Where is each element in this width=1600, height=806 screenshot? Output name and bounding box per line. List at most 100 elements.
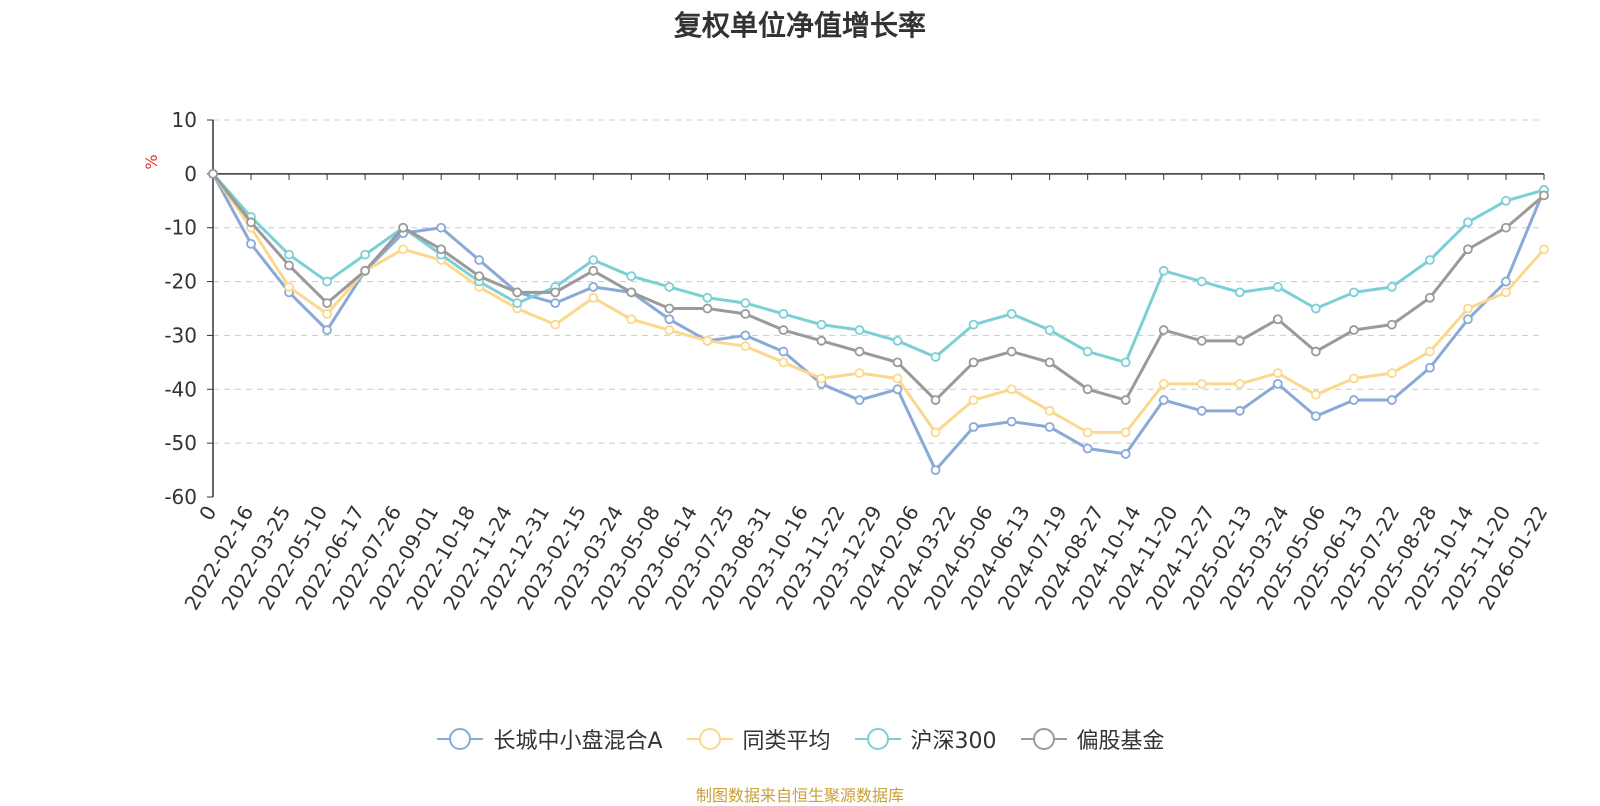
y-tick-label: -40 bbox=[164, 377, 197, 401]
data-point bbox=[1082, 384, 1093, 395]
data-point bbox=[1463, 244, 1473, 255]
data-point bbox=[1386, 282, 1397, 292]
legend-label: 长城中小盘混合A bbox=[493, 729, 663, 754]
series-line-3 bbox=[211, 172, 1545, 402]
y-tick-label: 10 bbox=[172, 108, 197, 132]
data-point bbox=[778, 346, 789, 357]
data-point bbox=[1386, 368, 1397, 379]
data-point bbox=[588, 255, 599, 265]
data-point bbox=[1425, 255, 1435, 265]
data-point bbox=[1272, 378, 1283, 389]
series-line-2 bbox=[211, 172, 1545, 364]
source-note: 制图数据来自恒生聚源数据库 bbox=[695, 786, 904, 805]
data-point bbox=[1386, 319, 1397, 330]
data-point bbox=[892, 357, 903, 368]
data-point bbox=[854, 395, 865, 405]
data-point bbox=[1234, 378, 1245, 389]
data-point bbox=[436, 222, 447, 233]
data-point bbox=[1386, 395, 1397, 405]
legend-item[interactable]: 偏股基金 bbox=[1019, 723, 1165, 755]
data-point bbox=[1120, 357, 1131, 368]
data-point bbox=[1272, 282, 1283, 292]
data-point bbox=[968, 319, 979, 330]
data-point bbox=[1196, 276, 1207, 287]
data-point bbox=[588, 265, 599, 276]
data-point bbox=[1234, 287, 1245, 298]
data-point bbox=[1348, 325, 1359, 335]
data-point bbox=[1120, 449, 1131, 459]
data-point bbox=[1425, 362, 1435, 373]
data-point bbox=[1006, 384, 1017, 395]
data-point bbox=[1425, 346, 1435, 357]
data-point bbox=[1272, 368, 1283, 379]
data-point bbox=[664, 303, 675, 314]
data-point bbox=[322, 308, 332, 319]
data-point bbox=[1234, 405, 1245, 416]
data-point bbox=[1310, 303, 1321, 314]
data-point bbox=[360, 249, 371, 260]
data-point bbox=[284, 249, 294, 260]
data-point bbox=[550, 287, 561, 298]
data-point bbox=[1310, 411, 1321, 422]
data-point bbox=[626, 271, 637, 282]
data-point bbox=[1348, 287, 1359, 298]
data-point bbox=[664, 325, 675, 335]
data-point bbox=[1348, 373, 1359, 384]
data-point bbox=[968, 422, 979, 432]
series-line-0 bbox=[211, 173, 1546, 472]
data-point bbox=[816, 319, 827, 330]
data-point bbox=[398, 244, 409, 255]
data-point bbox=[322, 276, 332, 287]
data-point bbox=[702, 303, 713, 314]
data-point bbox=[1006, 308, 1017, 319]
data-point bbox=[892, 384, 903, 395]
data-point bbox=[664, 314, 675, 325]
data-point bbox=[892, 335, 903, 346]
data-point bbox=[1501, 276, 1511, 287]
data-point bbox=[1310, 346, 1321, 357]
legend-swatch-icon bbox=[686, 728, 733, 750]
data-point bbox=[740, 341, 751, 352]
legend-label: 偏股基金 bbox=[1076, 729, 1165, 754]
data-point bbox=[854, 346, 865, 357]
data-point bbox=[1310, 389, 1321, 400]
data-point bbox=[1463, 303, 1473, 314]
data-point bbox=[740, 308, 751, 319]
data-point bbox=[360, 265, 371, 276]
data-point bbox=[968, 395, 979, 405]
legend-swatch-icon bbox=[1020, 728, 1067, 750]
data-point bbox=[702, 335, 713, 346]
legend-item[interactable]: 长城中小盘混合A bbox=[435, 723, 663, 755]
data-point bbox=[512, 287, 523, 298]
legend: 长城中小盘混合A 同类平均 沪深300 偏股基金 bbox=[0, 723, 1600, 755]
data-point bbox=[1082, 346, 1093, 357]
x-origin-label: 0 bbox=[194, 502, 221, 525]
data-point bbox=[930, 395, 941, 405]
data-point bbox=[1425, 292, 1435, 303]
legend-item[interactable]: 同类平均 bbox=[685, 723, 831, 755]
data-point bbox=[930, 352, 941, 362]
data-point bbox=[1501, 287, 1511, 298]
data-point bbox=[1196, 335, 1207, 346]
data-point bbox=[284, 282, 294, 292]
data-point bbox=[1120, 427, 1131, 438]
data-point bbox=[1539, 244, 1549, 255]
line-chart: 100-10-20-30-40-50-60%02022-02-162022-03… bbox=[142, 108, 1552, 614]
data-point bbox=[1463, 314, 1473, 325]
data-point bbox=[892, 373, 903, 384]
data-point bbox=[1234, 335, 1245, 346]
data-point bbox=[778, 357, 789, 368]
legend-item[interactable]: 沪深300 bbox=[853, 723, 997, 755]
data-point bbox=[778, 308, 789, 319]
legend-label: 同类平均 bbox=[742, 729, 831, 754]
data-point bbox=[1501, 222, 1511, 233]
legend-label: 沪深300 bbox=[910, 729, 997, 754]
data-point bbox=[1082, 427, 1093, 438]
legend-swatch-icon bbox=[854, 728, 901, 750]
data-point bbox=[816, 373, 827, 384]
data-point bbox=[284, 260, 294, 271]
data-point bbox=[702, 292, 713, 303]
data-point bbox=[1044, 325, 1055, 335]
data-point bbox=[398, 222, 409, 233]
chart-title: 复权单位净值增长率 bbox=[673, 9, 926, 42]
